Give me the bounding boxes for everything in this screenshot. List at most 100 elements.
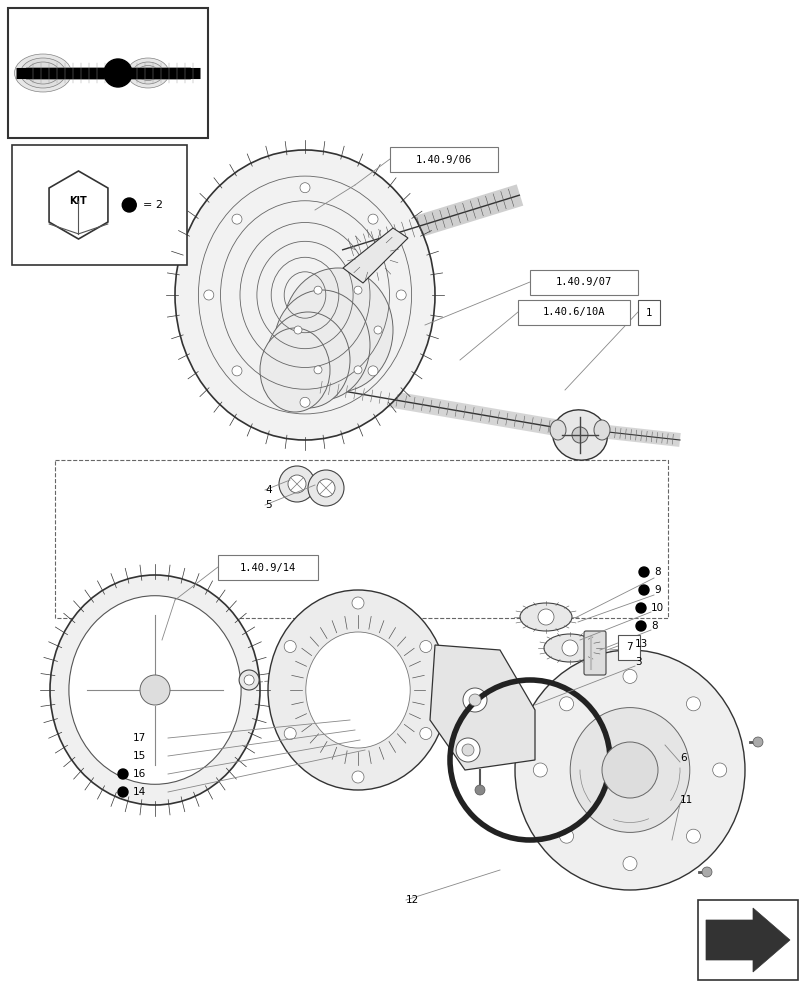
Ellipse shape xyxy=(519,603,571,631)
Circle shape xyxy=(601,742,657,798)
Ellipse shape xyxy=(132,62,163,84)
Ellipse shape xyxy=(260,328,329,412)
Circle shape xyxy=(419,728,431,740)
Text: 11: 11 xyxy=(679,795,693,805)
Circle shape xyxy=(284,641,296,652)
Circle shape xyxy=(635,621,646,631)
Circle shape xyxy=(635,603,646,613)
Circle shape xyxy=(396,290,406,300)
FancyBboxPatch shape xyxy=(517,300,629,325)
Circle shape xyxy=(232,214,242,224)
Circle shape xyxy=(139,675,169,705)
Ellipse shape xyxy=(552,410,607,460)
Text: 8: 8 xyxy=(650,621,657,631)
Ellipse shape xyxy=(549,420,565,440)
Circle shape xyxy=(238,670,259,690)
Circle shape xyxy=(559,697,573,711)
FancyBboxPatch shape xyxy=(637,300,659,325)
Circle shape xyxy=(622,669,636,683)
Text: 1.40.9/06: 1.40.9/06 xyxy=(415,155,471,165)
Text: 1.40.9/14: 1.40.9/14 xyxy=(239,562,296,572)
Ellipse shape xyxy=(127,58,169,88)
Circle shape xyxy=(561,640,577,656)
Circle shape xyxy=(638,585,648,595)
Text: 13: 13 xyxy=(634,639,647,649)
Circle shape xyxy=(294,326,302,334)
Ellipse shape xyxy=(266,312,350,408)
FancyBboxPatch shape xyxy=(617,635,639,660)
Ellipse shape xyxy=(50,575,260,805)
Bar xyxy=(12,145,187,265)
Ellipse shape xyxy=(175,150,435,440)
FancyBboxPatch shape xyxy=(530,270,637,295)
Circle shape xyxy=(456,738,479,762)
Circle shape xyxy=(559,829,573,843)
FancyBboxPatch shape xyxy=(389,147,497,172)
Circle shape xyxy=(533,763,547,777)
Bar xyxy=(8,8,208,138)
Text: 1.40.6/10A: 1.40.6/10A xyxy=(542,308,604,318)
Circle shape xyxy=(232,366,242,376)
Polygon shape xyxy=(342,228,407,283)
Ellipse shape xyxy=(594,420,609,440)
Ellipse shape xyxy=(569,708,689,832)
Text: 14: 14 xyxy=(133,787,146,797)
Text: 9: 9 xyxy=(653,585,660,595)
Text: 1: 1 xyxy=(645,308,651,318)
Circle shape xyxy=(314,366,322,374)
Text: KIT: KIT xyxy=(70,196,88,206)
Circle shape xyxy=(299,397,310,407)
Ellipse shape xyxy=(69,596,241,784)
Circle shape xyxy=(279,466,315,502)
Circle shape xyxy=(752,737,762,747)
Polygon shape xyxy=(49,171,108,239)
Text: 3: 3 xyxy=(634,657,641,667)
Text: 7: 7 xyxy=(625,643,632,652)
Text: 16: 16 xyxy=(133,769,146,779)
Text: 8: 8 xyxy=(653,567,660,577)
Polygon shape xyxy=(430,645,534,770)
Circle shape xyxy=(284,728,296,740)
FancyBboxPatch shape xyxy=(217,555,318,580)
Text: 10: 10 xyxy=(650,603,663,613)
Circle shape xyxy=(351,771,363,783)
FancyBboxPatch shape xyxy=(583,631,605,675)
Circle shape xyxy=(367,214,378,224)
Circle shape xyxy=(474,785,484,795)
Ellipse shape xyxy=(283,268,393,392)
Circle shape xyxy=(712,763,726,777)
Circle shape xyxy=(118,787,128,797)
Ellipse shape xyxy=(15,54,71,92)
Ellipse shape xyxy=(268,590,448,790)
Polygon shape xyxy=(705,908,789,972)
Circle shape xyxy=(462,688,487,712)
Ellipse shape xyxy=(306,632,410,748)
Circle shape xyxy=(299,183,310,193)
Circle shape xyxy=(622,857,636,871)
Text: 15: 15 xyxy=(133,751,146,761)
Ellipse shape xyxy=(273,290,370,400)
Ellipse shape xyxy=(27,62,59,84)
Text: 6: 6 xyxy=(679,753,686,763)
Circle shape xyxy=(104,59,132,87)
Text: = 2: = 2 xyxy=(143,200,163,210)
Circle shape xyxy=(314,286,322,294)
Ellipse shape xyxy=(543,634,595,662)
Circle shape xyxy=(244,675,254,685)
Circle shape xyxy=(571,427,587,443)
Circle shape xyxy=(702,867,711,877)
Ellipse shape xyxy=(137,66,158,81)
Circle shape xyxy=(685,697,700,711)
Circle shape xyxy=(469,694,480,706)
Ellipse shape xyxy=(514,650,744,890)
Text: 5: 5 xyxy=(264,500,272,510)
Bar xyxy=(697,900,797,980)
Circle shape xyxy=(638,567,648,577)
Circle shape xyxy=(316,479,335,497)
Text: 12: 12 xyxy=(406,895,418,905)
Circle shape xyxy=(419,641,431,652)
Circle shape xyxy=(288,475,306,493)
Text: 17: 17 xyxy=(133,733,146,743)
Circle shape xyxy=(461,744,474,756)
Circle shape xyxy=(367,366,378,376)
